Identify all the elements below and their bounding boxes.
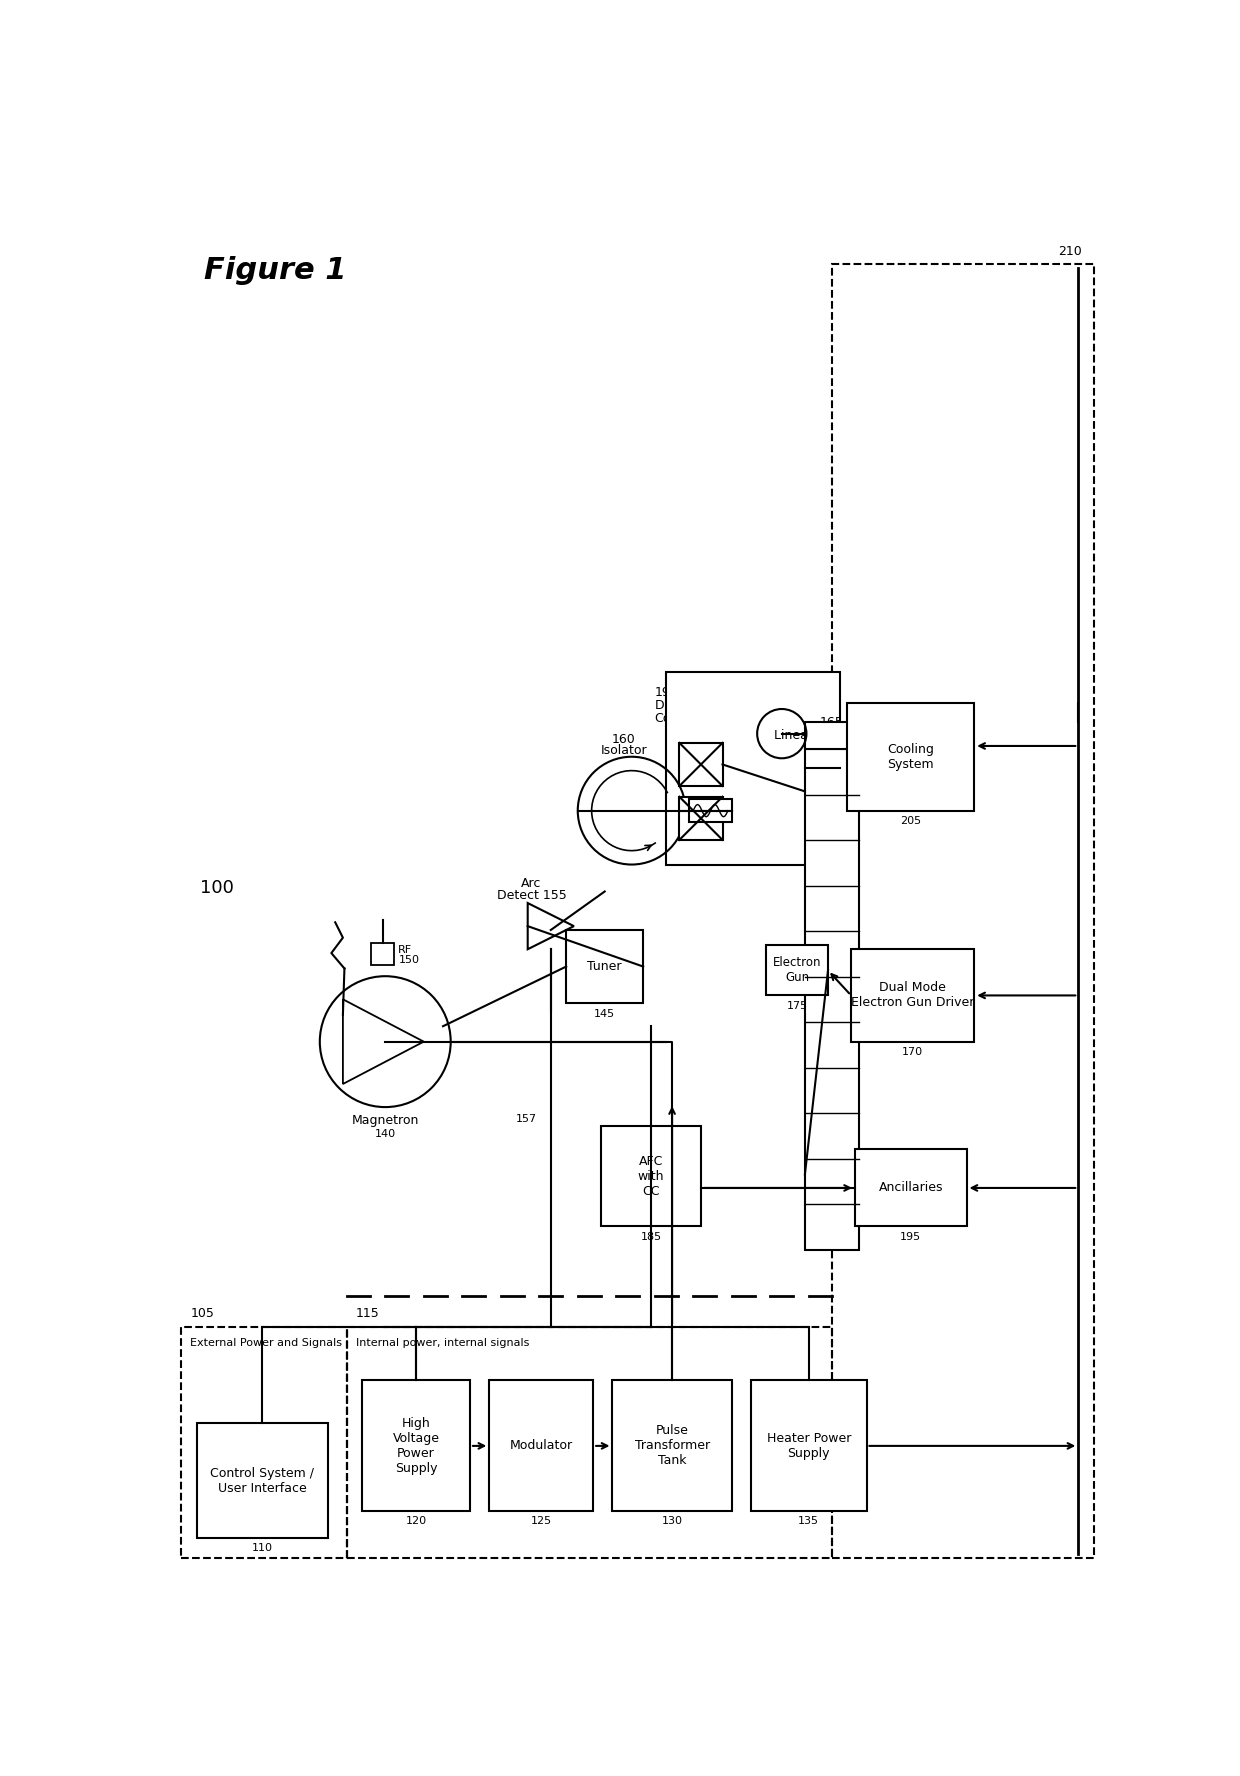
Text: Isolator: Isolator	[600, 744, 647, 757]
Text: 170: 170	[903, 1048, 924, 1057]
Text: Ancillaries: Ancillaries	[878, 1181, 944, 1195]
Bar	[854, 1149, 967, 1227]
Text: Pulse
Transformer
Tank: Pulse Transformer Tank	[635, 1424, 709, 1467]
Text: Couplers: Couplers	[655, 712, 709, 725]
Bar	[805, 723, 859, 749]
Text: 200: 200	[815, 719, 838, 732]
Text: Figure 1: Figure 1	[205, 256, 347, 286]
Text: 145: 145	[594, 1009, 615, 1019]
Text: 105: 105	[191, 1307, 215, 1320]
Text: 160: 160	[613, 733, 636, 746]
Text: 100: 100	[201, 879, 234, 897]
Text: Dual Mode
Electron Gun Driver: Dual Mode Electron Gun Driver	[851, 982, 975, 1009]
Bar	[847, 703, 975, 810]
Text: 205: 205	[900, 817, 921, 826]
Text: 130: 130	[662, 1515, 682, 1526]
Text: Tuner: Tuner	[588, 961, 622, 973]
Text: 175: 175	[786, 1002, 807, 1011]
Text: Magnetron: Magnetron	[352, 1115, 419, 1128]
Text: 150: 150	[398, 955, 419, 964]
Text: 140: 140	[374, 1130, 396, 1138]
Bar	[832, 265, 1094, 1558]
Text: Control System /
User Interface: Control System / User Interface	[210, 1467, 314, 1495]
Text: 120: 120	[405, 1515, 427, 1526]
Text: F: F	[727, 813, 733, 824]
Text: Cooling
System: Cooling System	[888, 742, 934, 771]
Bar	[490, 1380, 593, 1511]
Text: 135: 135	[799, 1515, 820, 1526]
Bar	[601, 1126, 701, 1227]
Text: Internal power, internal signals: Internal power, internal signals	[356, 1337, 529, 1348]
Text: 180 Target: 180 Target	[867, 730, 934, 742]
Text: AFC
with
CC: AFC with CC	[637, 1154, 665, 1197]
Text: High
Voltage
Power
Supply: High Voltage Power Supply	[393, 1417, 439, 1474]
Text: Pump: Pump	[815, 742, 849, 755]
Bar	[666, 671, 839, 865]
Text: Heater Power
Supply: Heater Power Supply	[766, 1431, 851, 1460]
Bar	[766, 945, 828, 995]
Text: Modulator: Modulator	[510, 1439, 573, 1453]
Bar	[751, 1380, 867, 1511]
Text: Ion: Ion	[815, 732, 833, 744]
Text: 125: 125	[531, 1515, 552, 1526]
Text: Detect 155: Detect 155	[497, 888, 567, 902]
Text: Arc: Arc	[521, 877, 542, 890]
Text: 210: 210	[1059, 245, 1083, 258]
Bar	[689, 799, 732, 822]
Bar	[680, 742, 723, 787]
Bar	[181, 1327, 347, 1558]
Text: 115: 115	[356, 1307, 379, 1320]
Bar	[851, 948, 975, 1043]
Bar	[567, 931, 644, 1003]
Text: Dual Directional: Dual Directional	[655, 700, 755, 712]
Text: Electron
Gun: Electron Gun	[773, 957, 821, 984]
Bar	[197, 1423, 327, 1538]
Bar	[362, 1380, 470, 1511]
Bar	[613, 1380, 732, 1511]
Text: 157: 157	[516, 1114, 537, 1124]
Text: External Power and Signals: External Power and Signals	[191, 1337, 342, 1348]
Bar	[372, 943, 394, 964]
Bar	[347, 1327, 832, 1558]
Text: R: R	[727, 760, 734, 769]
Text: 110: 110	[252, 1543, 273, 1552]
Text: 195: 195	[900, 1233, 921, 1241]
Text: RF: RF	[398, 945, 413, 955]
Text: 165: 165	[820, 716, 843, 728]
Text: 185: 185	[640, 1233, 661, 1241]
Bar	[805, 749, 859, 1250]
Text: Linear Accelerator: Linear Accelerator	[775, 728, 889, 742]
Bar	[680, 797, 723, 840]
Text: 190: 190	[655, 686, 678, 700]
